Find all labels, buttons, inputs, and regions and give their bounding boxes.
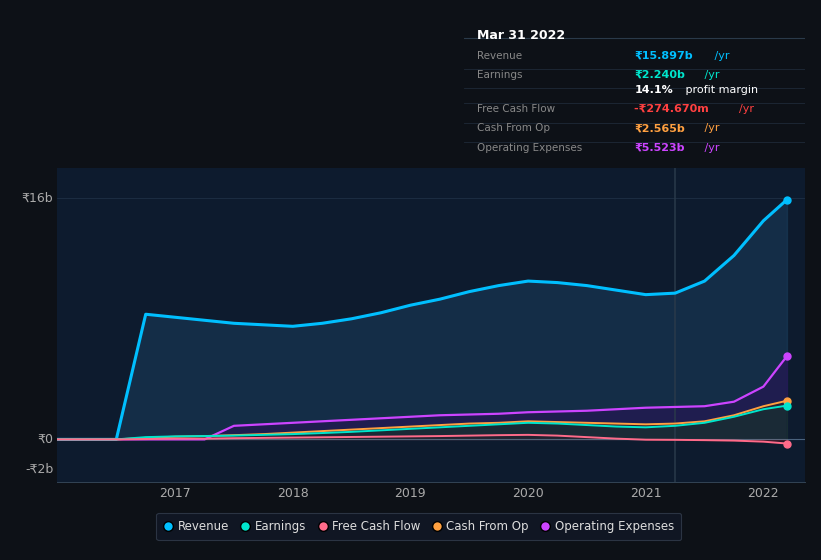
Text: /yr: /yr bbox=[701, 123, 719, 133]
Text: Operating Expenses: Operating Expenses bbox=[478, 143, 583, 153]
Text: Revenue: Revenue bbox=[478, 51, 523, 60]
Text: Cash From Op: Cash From Op bbox=[478, 123, 551, 133]
Text: /yr: /yr bbox=[701, 70, 719, 80]
Text: profit margin: profit margin bbox=[682, 85, 758, 95]
Text: -₹274.670m: -₹274.670m bbox=[635, 104, 713, 114]
Text: /yr: /yr bbox=[710, 51, 729, 60]
Text: ₹0: ₹0 bbox=[38, 433, 53, 446]
Text: /yr: /yr bbox=[701, 143, 719, 153]
Text: ₹5.523b: ₹5.523b bbox=[635, 143, 685, 153]
Legend: Revenue, Earnings, Free Cash Flow, Cash From Op, Operating Expenses: Revenue, Earnings, Free Cash Flow, Cash … bbox=[156, 513, 681, 540]
Text: ₹2.565b: ₹2.565b bbox=[635, 123, 685, 133]
Text: Free Cash Flow: Free Cash Flow bbox=[478, 104, 556, 114]
Text: ₹16b: ₹16b bbox=[21, 192, 53, 204]
Text: ₹15.897b: ₹15.897b bbox=[635, 51, 693, 60]
Text: -₹2b: -₹2b bbox=[25, 463, 53, 476]
Text: Earnings: Earnings bbox=[478, 70, 523, 80]
Text: 14.1%: 14.1% bbox=[635, 85, 673, 95]
Text: ₹2.240b: ₹2.240b bbox=[635, 70, 685, 80]
Text: /yr: /yr bbox=[739, 104, 754, 114]
Text: Mar 31 2022: Mar 31 2022 bbox=[478, 29, 566, 42]
